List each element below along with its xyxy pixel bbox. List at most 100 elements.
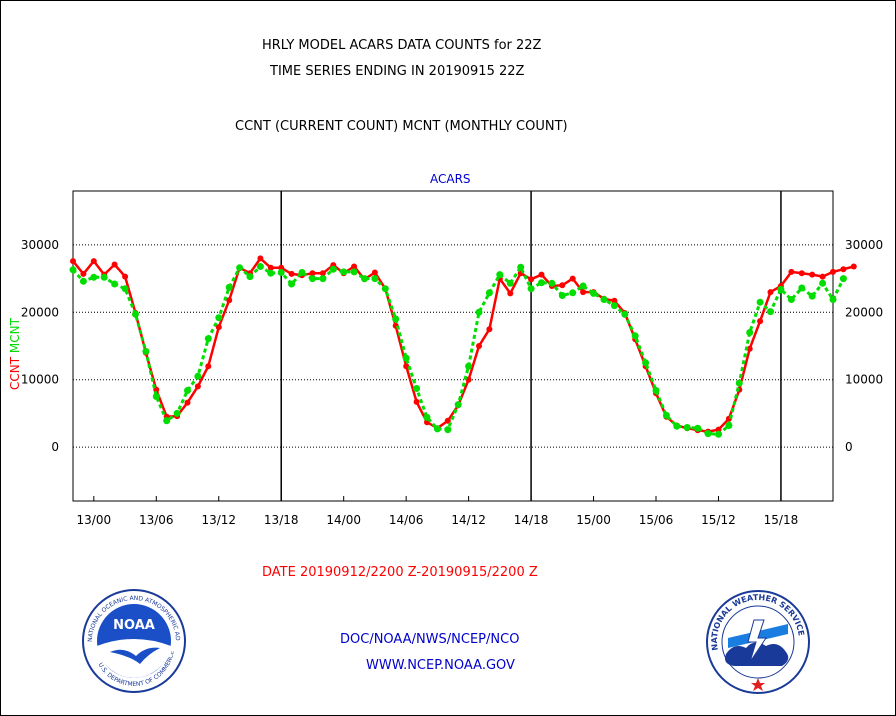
data-point-mcnt (683, 424, 691, 431)
x-tick-label: 15/00 (576, 513, 611, 527)
title-line2: TIME SERIES ENDING IN 20190915 22Z (270, 64, 525, 79)
data-point-mcnt (808, 292, 816, 300)
url-line: WWW.NCEP.NOAA.GOV (366, 658, 515, 673)
data-point-ccnt (267, 264, 274, 271)
x-tick-label: 15/18 (764, 513, 799, 527)
data-point-mcnt (152, 393, 160, 400)
data-point-mcnt (371, 275, 379, 283)
x-tick-label: 13/06 (139, 513, 174, 527)
x-tick-label: 14/12 (451, 513, 486, 527)
data-point-ccnt (569, 275, 576, 282)
data-point-ccnt (798, 270, 805, 277)
data-point-mcnt (756, 298, 764, 306)
data-point-mcnt (277, 269, 285, 276)
data-point-mcnt (204, 335, 212, 343)
data-point-mcnt (590, 289, 597, 297)
data-point-mcnt (163, 417, 171, 425)
data-point-mcnt (829, 296, 837, 303)
data-point-mcnt (184, 387, 191, 394)
data-point-mcnt (444, 426, 452, 434)
x-tick-label: 15/12 (701, 513, 736, 527)
data-point-mcnt (787, 296, 795, 303)
data-point-mcnt (662, 411, 670, 419)
data-point-mcnt (767, 308, 774, 316)
data-point-ccnt (288, 270, 295, 277)
ylabel-ccnt: CCNT (8, 353, 22, 390)
data-point-mcnt (381, 285, 389, 293)
data-point-mcnt (569, 289, 577, 297)
x-tick-label: 13/18 (264, 513, 299, 527)
data-point-mcnt (621, 310, 629, 318)
data-point-mcnt (267, 269, 275, 277)
data-point-mcnt (631, 332, 639, 340)
series-line-mcnt (71, 265, 845, 436)
data-point-ccnt (111, 261, 118, 268)
data-point-ccnt (580, 289, 587, 296)
noaa-logo: NATIONAL OCEANIC AND ATMOSPHERIC ADMINIS… (80, 588, 186, 693)
data-point-mcnt (111, 280, 119, 288)
data-point-ccnt (371, 269, 378, 276)
subtitle: CCNT (CURRENT COUNT) MCNT (MONTHLY COUNT… (235, 119, 568, 134)
data-point-mcnt (69, 266, 77, 274)
data-point-mcnt (538, 279, 545, 287)
data-point-mcnt (433, 425, 441, 433)
data-point-mcnt (506, 279, 514, 287)
data-point-ccnt (538, 271, 545, 278)
data-point-mcnt (673, 422, 681, 430)
chart-title: ACARS (430, 172, 471, 186)
data-point-mcnt (735, 379, 743, 387)
data-point-ccnt (194, 383, 201, 390)
data-point-ccnt (465, 376, 472, 383)
data-point-mcnt (215, 314, 223, 322)
x-tick-label: 13/12 (201, 513, 236, 527)
data-point-mcnt (340, 268, 348, 276)
data-point-ccnt (257, 255, 264, 262)
data-point-mcnt (652, 387, 660, 394)
data-point-mcnt (610, 302, 618, 310)
data-point-ccnt (528, 276, 535, 283)
data-point-ccnt (757, 318, 764, 325)
data-point-mcnt (173, 409, 181, 417)
data-point-ccnt (809, 271, 816, 278)
series-ccnt (70, 255, 857, 435)
data-point-mcnt (558, 292, 566, 299)
x-tick-label: 15/06 (639, 513, 674, 527)
data-point-mcnt (329, 265, 337, 273)
data-point-mcnt (319, 275, 327, 283)
x-tick-label: 14/06 (389, 513, 424, 527)
data-point-mcnt (454, 401, 462, 409)
data-point-mcnt (475, 308, 483, 316)
title-line1: HRLY MODEL ACARS DATA COUNTS for 22Z (262, 38, 542, 53)
data-point-mcnt (225, 283, 233, 291)
data-point-ccnt (278, 264, 285, 271)
data-point-ccnt (476, 343, 482, 349)
noaa-wordmark: NOAA (113, 618, 155, 633)
y-tick-label-left: 10000 (21, 373, 59, 387)
data-point-ccnt (507, 290, 514, 297)
data-point-ccnt (309, 270, 316, 277)
data-point-mcnt (79, 277, 87, 285)
data-point-mcnt (361, 275, 368, 283)
x-tick-label: 13/00 (77, 513, 112, 527)
x-tick-label: 14/00 (326, 513, 361, 527)
data-point-ccnt (226, 297, 233, 304)
y-tick-label-left: 0 (51, 440, 59, 454)
data-point-ccnt (840, 266, 847, 273)
data-point-mcnt (236, 264, 244, 272)
data-point-ccnt (153, 386, 160, 393)
data-point-ccnt (90, 258, 97, 265)
y-tick-label-right: 0 (845, 440, 853, 454)
y-tick-label-right: 20000 (845, 305, 883, 319)
data-point-ccnt (819, 273, 826, 280)
data-point-mcnt (256, 263, 264, 270)
data-point-ccnt (184, 399, 191, 406)
data-point-ccnt (205, 363, 212, 370)
data-point-ccnt (80, 270, 87, 277)
data-point-ccnt (351, 263, 358, 270)
data-point-mcnt (298, 269, 306, 276)
data-point-ccnt (70, 258, 76, 265)
data-point-ccnt (611, 297, 618, 304)
data-point-mcnt (496, 271, 504, 279)
ylabel-mcnt: MCNT (8, 317, 22, 353)
